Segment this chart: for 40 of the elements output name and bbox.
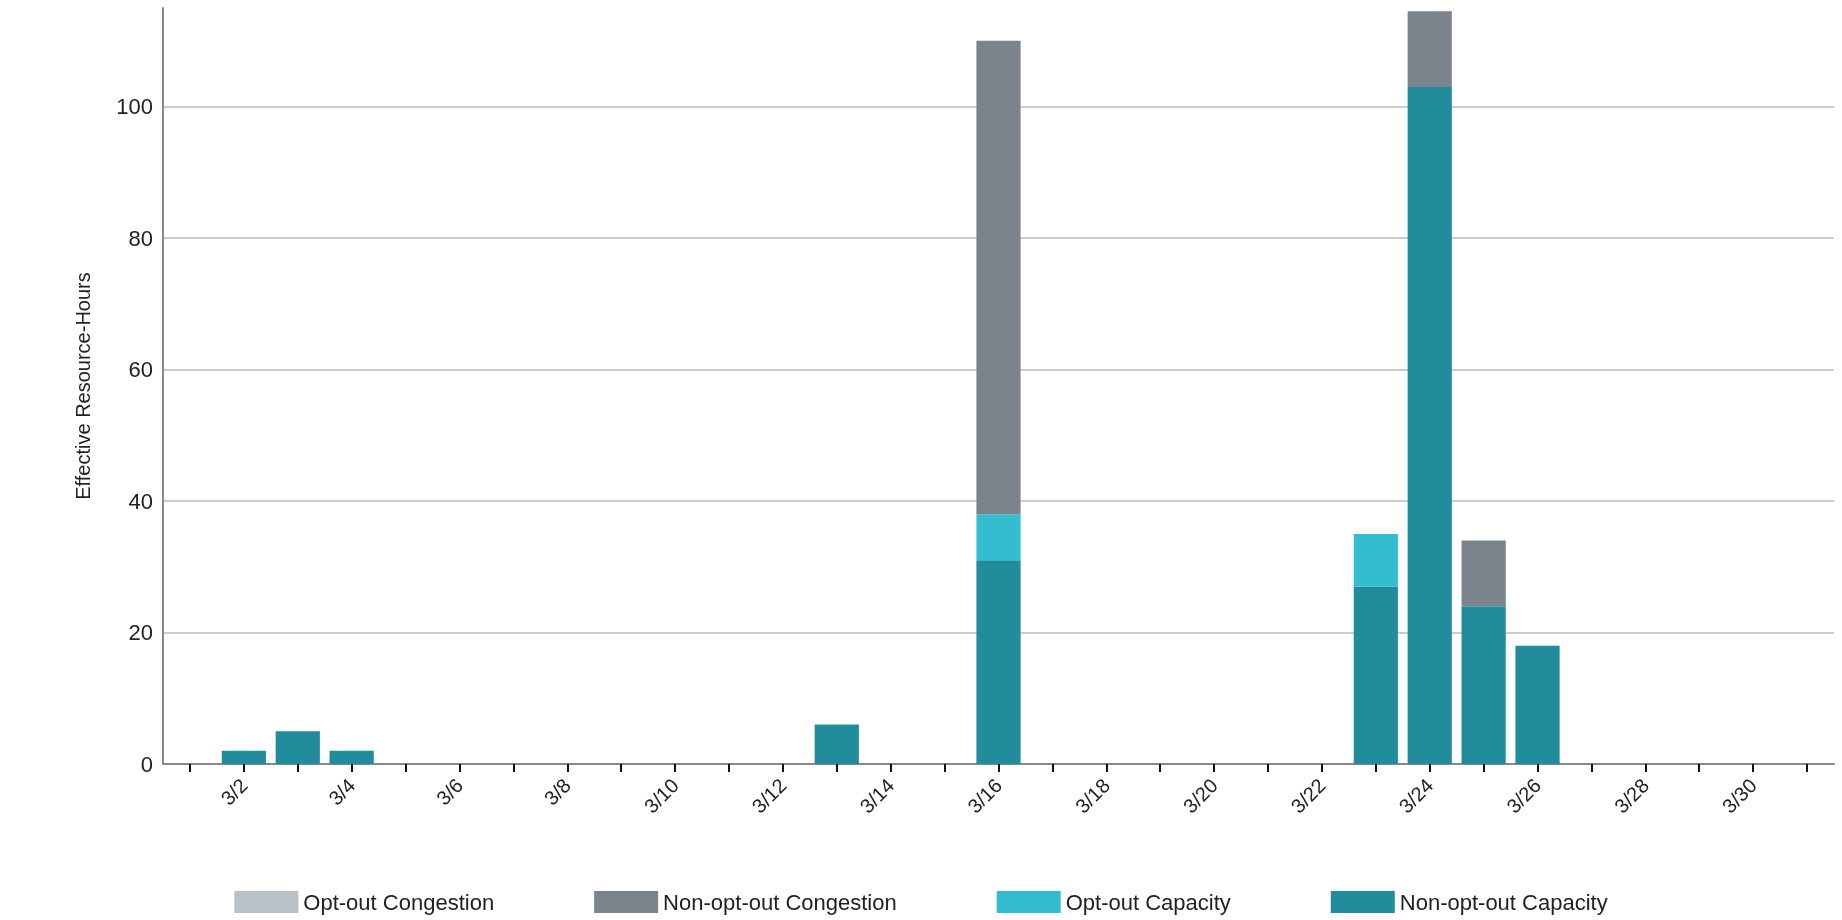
legend-label: Opt-out Congestion bbox=[303, 889, 495, 915]
x-tick-label: 3/6 bbox=[432, 774, 468, 810]
x-tick-label: 3/30 bbox=[1717, 774, 1761, 818]
bar bbox=[976, 40, 1021, 515]
bar bbox=[1461, 540, 1506, 607]
bar bbox=[976, 560, 1021, 764]
bar bbox=[1353, 586, 1398, 764]
x-tick-label: 3/28 bbox=[1610, 774, 1654, 818]
x-tick-label: 3/18 bbox=[1071, 774, 1115, 818]
x-tick-label: 3/12 bbox=[747, 774, 791, 818]
bar bbox=[1407, 86, 1452, 764]
x-tick-label: 3/22 bbox=[1286, 774, 1330, 818]
bar bbox=[275, 731, 320, 764]
x-tick-label: 3/24 bbox=[1394, 774, 1438, 818]
bar bbox=[1461, 606, 1506, 764]
y-axis-title: Effective Resource-Hours bbox=[72, 272, 94, 500]
y-tick-label: 40 bbox=[128, 488, 153, 514]
bar bbox=[1407, 11, 1452, 87]
x-tick-label: 3/8 bbox=[539, 774, 576, 810]
y-tick-label: 20 bbox=[128, 620, 153, 646]
bar bbox=[1515, 645, 1560, 764]
bar bbox=[329, 750, 374, 764]
y-tick-label: 80 bbox=[128, 225, 153, 251]
bar bbox=[1353, 533, 1398, 587]
bar bbox=[976, 514, 1021, 561]
x-tick-label: 3/20 bbox=[1178, 774, 1222, 818]
x-tick-label: 3/10 bbox=[639, 774, 683, 818]
x-tick-label: 3/16 bbox=[963, 774, 1007, 818]
bar bbox=[814, 724, 859, 764]
legend-label: Non-opt-out Congestion bbox=[663, 889, 897, 915]
x-tick-label: 3/2 bbox=[216, 774, 252, 810]
x-tick-label: 3/14 bbox=[855, 774, 899, 818]
bar bbox=[221, 750, 266, 764]
legend-label: Opt-out Capacity bbox=[1065, 889, 1231, 915]
legend-label: Non-opt-out Capacity bbox=[1399, 889, 1608, 915]
y-tick-label: 0 bbox=[140, 751, 153, 777]
y-tick-label: 60 bbox=[128, 357, 153, 383]
x-tick-label: 3/4 bbox=[324, 774, 360, 810]
y-tick-label: 100 bbox=[116, 94, 153, 120]
x-tick-label: 3/26 bbox=[1502, 774, 1546, 818]
